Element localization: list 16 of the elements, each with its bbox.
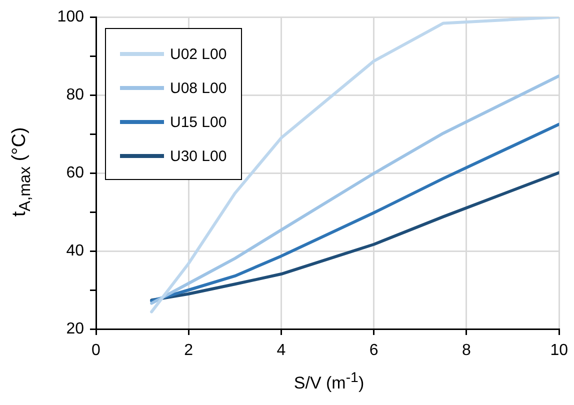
- x-tick-label: 0: [92, 342, 101, 360]
- y-tick-label: 100: [57, 8, 84, 26]
- y-tick-label: 80: [66, 86, 84, 104]
- x-tick-label: 6: [369, 342, 378, 360]
- legend-label: U08 L00: [170, 80, 227, 96]
- x-tick-label: 8: [462, 342, 472, 360]
- x-tick-label: 10: [550, 342, 568, 360]
- legend-label: U15 L00: [170, 114, 227, 130]
- legend-label: U30 L00: [170, 148, 227, 164]
- x-tick-label: 2: [184, 342, 194, 360]
- legend-label: U02 L00: [170, 46, 227, 62]
- x-axis-title: S/V (m$^{-1}$): [292, 370, 366, 394]
- y-tick-label: 60: [66, 164, 84, 182]
- x-tick-label: 4: [276, 342, 286, 360]
- y-tick-label: 20: [66, 320, 84, 338]
- y-tick-label: 40: [66, 242, 84, 260]
